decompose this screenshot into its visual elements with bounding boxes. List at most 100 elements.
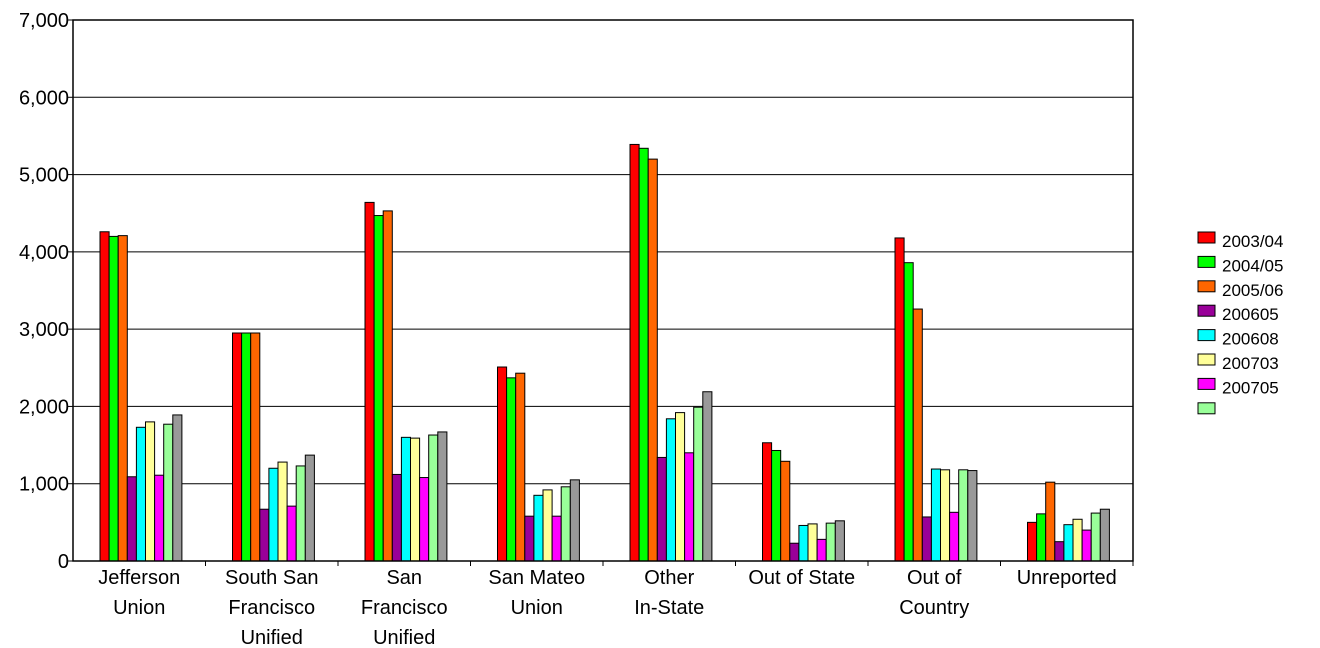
y-tick-label: 5,000 — [19, 165, 69, 187]
y-tick-label: 7,000 — [19, 10, 69, 32]
bar — [921, 516, 932, 562]
bar — [825, 522, 836, 562]
bar — [286, 505, 297, 562]
bar — [419, 477, 430, 562]
bar — [693, 406, 704, 562]
x-axis: Jefferson Union South San Francisco Unified S… — [98, 561, 1134, 648]
bar — [1045, 481, 1056, 562]
legend-label: 2004/05 — [1222, 256, 1283, 275]
bar — [99, 231, 110, 562]
bar — [277, 461, 288, 562]
x-category-label: In-State — [634, 597, 704, 619]
gridlines — [73, 96, 1133, 485]
bar — [1072, 518, 1083, 562]
x-category-label: Union — [511, 597, 563, 619]
bar — [259, 508, 270, 562]
bar — [172, 414, 183, 562]
bar — [807, 523, 818, 562]
bar — [135, 426, 146, 562]
x-category-label: Francisco — [228, 597, 315, 619]
bar — [798, 524, 809, 562]
legend-swatch — [1197, 329, 1216, 342]
bar — [524, 515, 535, 562]
bar — [560, 486, 571, 562]
bar — [497, 366, 508, 562]
bar — [1081, 529, 1092, 562]
bar — [382, 210, 393, 562]
y-tick-label: 4,000 — [19, 242, 69, 264]
bar — [762, 442, 773, 562]
y-tick-label: 3,000 — [19, 319, 69, 341]
y-tick-label: 6,000 — [19, 87, 69, 109]
bar — [629, 143, 640, 562]
bar — [506, 377, 517, 562]
bar — [551, 515, 562, 562]
bar — [163, 423, 174, 562]
legend-swatch — [1197, 304, 1216, 317]
legend-label: 200608 — [1222, 330, 1279, 349]
bar — [117, 235, 128, 562]
bar — [304, 454, 315, 562]
x-category-label: Country — [899, 597, 969, 619]
bar — [1099, 508, 1110, 562]
bar — [569, 479, 580, 562]
bar — [816, 538, 827, 562]
x-category-label: Unified — [241, 627, 303, 648]
bar — [675, 412, 686, 562]
x-category-label: Out of — [907, 567, 962, 589]
x-category-label: Out of State — [748, 567, 855, 589]
bar — [410, 437, 421, 562]
legend-swatch — [1198, 427, 1215, 438]
bar — [638, 147, 649, 562]
x-category-label: Jefferson — [98, 567, 180, 589]
legend-swatch — [1197, 231, 1216, 244]
x-category-label: Unreported — [1017, 567, 1117, 589]
y-tick-label: 0 — [58, 551, 69, 573]
x-category-label: San Mateo — [488, 567, 585, 589]
x-category-label: San — [386, 567, 422, 589]
bar — [154, 474, 165, 562]
bar — [232, 332, 243, 562]
bar — [949, 511, 960, 562]
legend-label: 200605 — [1222, 305, 1279, 324]
legend-label: 200703 — [1222, 354, 1279, 373]
bar — [400, 436, 411, 562]
x-category-label: South San — [225, 567, 318, 589]
bar — [940, 469, 951, 562]
x-category-label: Other — [644, 567, 694, 589]
bar — [894, 237, 905, 562]
bar — [647, 158, 658, 562]
legend-swatch — [1197, 353, 1216, 366]
legend-swatch — [1197, 280, 1216, 293]
bar — [665, 418, 677, 562]
bar — [108, 235, 119, 562]
bars — [99, 143, 1110, 562]
bar — [771, 449, 782, 562]
bar — [903, 262, 914, 562]
bar — [542, 489, 553, 562]
bar — [684, 452, 695, 562]
bar — [437, 431, 448, 562]
legend-items: 2003/04 2004/05 2005/06 200605 200608 200703 2… — [1197, 231, 1283, 438]
bar — [780, 460, 791, 562]
bar — [967, 470, 978, 562]
bar — [930, 468, 942, 562]
y-axis: 0 1,000 2,000 3,000 4,000 5,000 6,000 7,000 — [19, 10, 73, 573]
legend-label: 200705 — [1222, 378, 1279, 397]
x-category-label: Union — [113, 597, 165, 619]
bar — [702, 391, 713, 562]
bar — [126, 476, 137, 562]
bar — [1054, 541, 1065, 562]
bar — [958, 469, 969, 562]
legend-swatch — [1197, 377, 1216, 390]
bar — [834, 520, 845, 562]
legend-swatch — [1197, 255, 1216, 268]
bar — [1063, 524, 1074, 562]
x-category-label: Francisco — [361, 597, 448, 619]
bar — [1027, 521, 1038, 562]
bar — [912, 308, 923, 562]
legend-swatch — [1197, 402, 1216, 415]
bar — [250, 332, 261, 562]
bar — [656, 456, 667, 562]
